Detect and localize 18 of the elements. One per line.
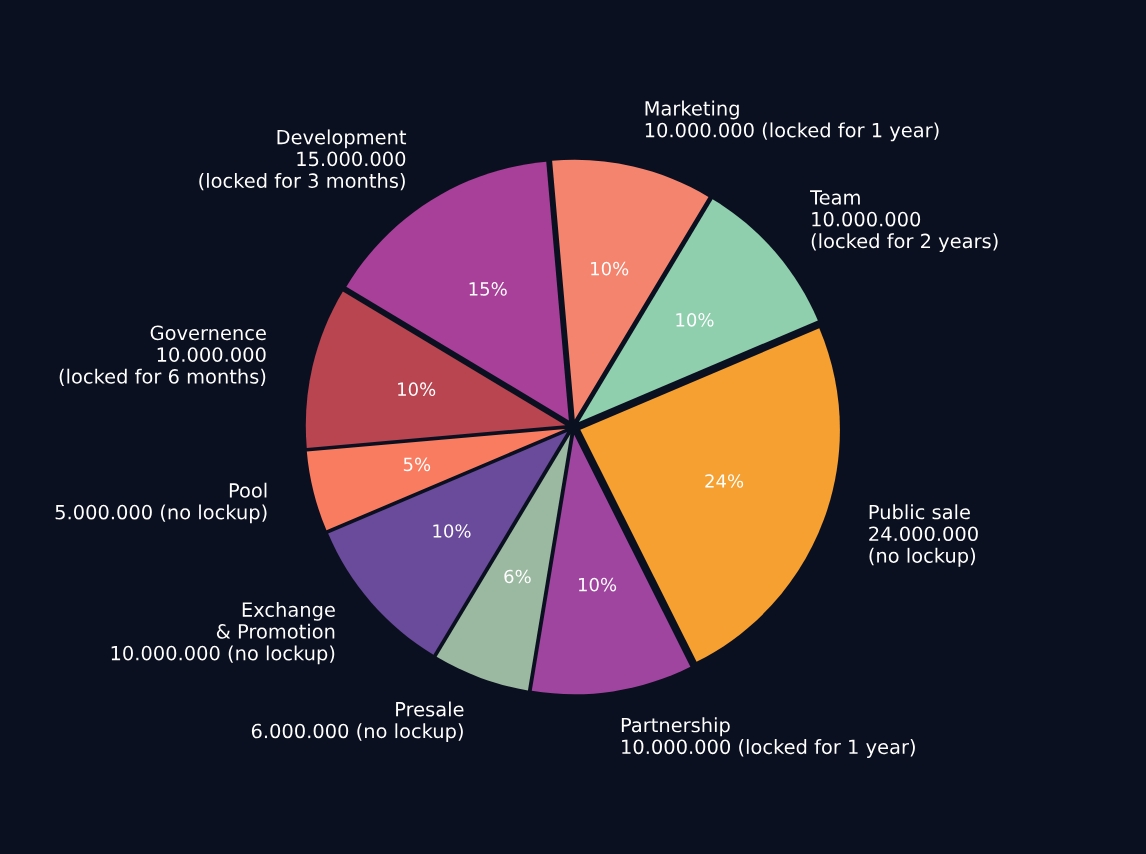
slice-label: Exchange & Promotion 10.000.000 (no lockup) — [111, 601, 335, 665]
data-label: 5% — [403, 457, 431, 472]
data-label: 10% — [578, 577, 617, 592]
slice-label: Pool 5.000.000 (no lockup) — [55, 482, 267, 524]
slice-label: Development 15.000.000 (locked for 3 months) — [199, 129, 407, 191]
data-label: 10% — [398, 382, 436, 397]
slice-label: Governence 10.000.000 (locked for 6 months) — [59, 325, 266, 387]
data-label: 24% — [705, 474, 744, 488]
slice-label: Presale 6.000.000 (no lockup) — [251, 701, 464, 743]
data-label: 10% — [676, 312, 714, 327]
data-label: 15% — [469, 282, 507, 296]
slice-label: Marketing 10.000.000 (locked for 1 year) — [645, 100, 939, 142]
data-label: 10% — [433, 524, 471, 538]
data-label: 6% — [504, 569, 531, 584]
data-label: 10% — [591, 261, 629, 276]
slice-label: Partnership 10.000.000 (locked for 1 year) — [621, 717, 915, 758]
slice-label: Public sale 24.000.000 (no lockup) — [869, 504, 978, 567]
slice-label: Team 10.000.000 (locked for 2 years) — [810, 190, 998, 253]
